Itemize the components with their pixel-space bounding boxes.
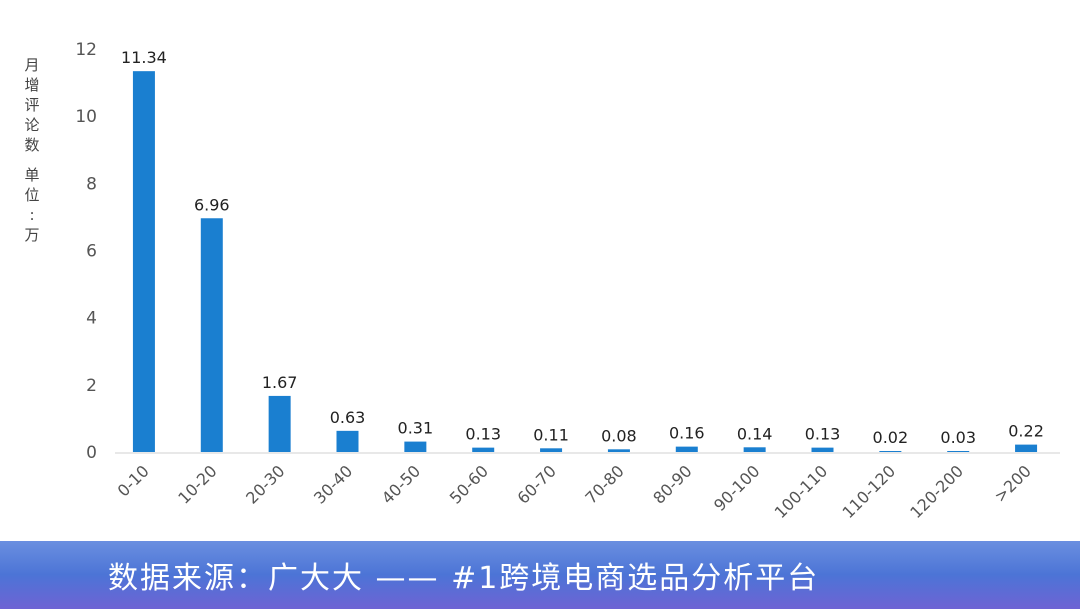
x-tick-label: 10-20 [174, 461, 220, 507]
data-label: 0.11 [533, 425, 569, 444]
bar-100-110 [811, 447, 834, 452]
bar-10-20 [200, 218, 223, 452]
data-label: 11.34 [121, 48, 167, 67]
x-tick-label: 50-60 [446, 461, 492, 507]
y-axis-ticks: 0 2 4 6 8 10 12 [75, 40, 97, 463]
data-label: 0.13 [465, 425, 501, 444]
y-tick-label: 4 [86, 309, 97, 329]
data-label: 0.31 [398, 419, 434, 438]
y-tick-label: 10 [75, 107, 97, 127]
x-tick-label: 100-110 [771, 461, 832, 522]
x-tick-label: 30-40 [310, 461, 356, 507]
y-tick-label: 12 [75, 40, 97, 60]
data-label: 0.02 [873, 428, 909, 447]
data-label: 6.96 [194, 195, 230, 214]
data-label: 0.63 [330, 408, 366, 427]
bar-50-60 [472, 447, 495, 452]
x-tick-label: 60-70 [514, 461, 560, 507]
data-label: 0.14 [737, 424, 773, 443]
bar->200 [1015, 444, 1038, 452]
bar-120-200 [947, 450, 970, 452]
y-tick-label: 0 [86, 443, 97, 463]
x-tick-label: >200 [990, 461, 1035, 506]
value-labels: 11.34 6.96 1.67 0.63 0.31 0.13 0.11 0.08 0.16 0.1… [121, 48, 1044, 447]
bar-20-30 [268, 395, 291, 452]
data-label: 0.03 [940, 428, 976, 447]
y-tick-label: 2 [86, 376, 97, 396]
x-tick-label: 20-30 [242, 461, 288, 507]
bar-chart: 月增评论数 单位:万 0 2 4 6 8 10 12 11.34 6.96 1.67 0.63 0.… [24, 40, 1060, 522]
bar-90-100 [743, 447, 766, 452]
bar-0-10 [132, 71, 155, 452]
bar-110-120 [879, 451, 902, 452]
source-banner: 数据来源：广大大 —— #1跨境电商选品分析平台 [0, 541, 1080, 609]
x-tick-label: 110-120 [838, 461, 899, 522]
data-label: 0.16 [669, 424, 705, 443]
data-label: 0.08 [601, 426, 637, 445]
y-tick-label: 8 [86, 174, 97, 194]
x-axis-ticks: 0-10 10-20 20-30 30-40 40-50 50-60 60-70 70-80 8… [114, 461, 1035, 522]
source-text: 数据来源：广大大 —— #1跨境电商选品分析平台 [108, 561, 820, 596]
x-tick-label: 120-200 [906, 461, 967, 522]
bar-80-90 [675, 446, 698, 452]
y-axis-label: 月增评论数 单位:万 [24, 56, 39, 244]
data-label: 0.13 [805, 425, 841, 444]
x-tick-label: 0-10 [114, 461, 153, 500]
bars [132, 71, 1038, 452]
x-tick-label: 40-50 [378, 461, 424, 507]
data-label: 0.22 [1008, 422, 1044, 441]
bar-30-40 [336, 430, 359, 452]
bar-40-50 [404, 441, 427, 452]
x-tick-label: 90-100 [710, 461, 764, 515]
bar-70-80 [607, 449, 630, 452]
data-label: 1.67 [262, 373, 298, 392]
x-tick-label: 70-80 [581, 461, 627, 507]
bar-60-70 [540, 448, 563, 452]
y-axis-title: 月增评论数 单位:万 [24, 56, 39, 244]
x-tick-label: 80-90 [649, 461, 695, 507]
y-tick-label: 6 [86, 242, 97, 262]
